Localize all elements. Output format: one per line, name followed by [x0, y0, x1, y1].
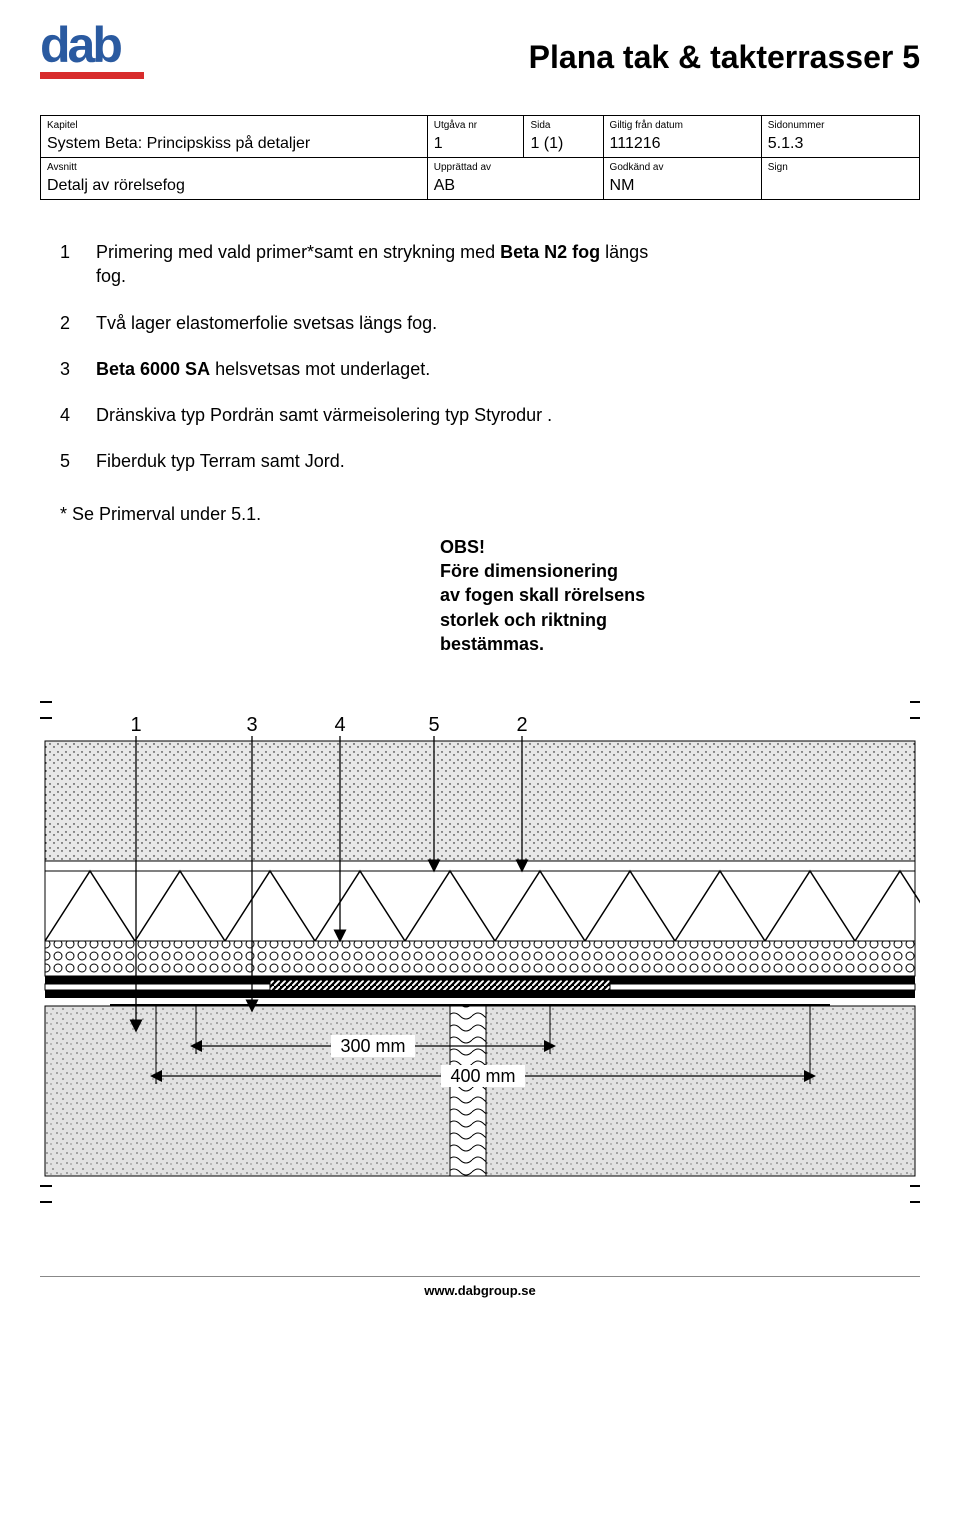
item-number: 4	[60, 403, 96, 427]
meta-value	[761, 175, 919, 200]
list-item: 4Dränskiva typ Pordrän samt värmeisoleri…	[60, 403, 900, 427]
meta-value: 5.1.3	[761, 133, 919, 158]
meta-label: Sida	[524, 116, 603, 134]
item-text: Beta 6000 SA helsvetsas mot underlaget.	[96, 357, 430, 381]
meta-value: 1	[427, 133, 524, 158]
obs-line: Före dimensionering	[440, 559, 900, 583]
footer-url: www.dabgroup.se	[40, 1276, 920, 1298]
list-item: 3Beta 6000 SA helsvetsas mot underlaget.	[60, 357, 900, 381]
item-number: 3	[60, 357, 96, 381]
meta-value: 1 (1)	[524, 133, 603, 158]
item-text: Fiberduk typ Terram samt Jord.	[96, 449, 345, 473]
cross-section-diagram: 1 3 4 5 2 300 mm 400 mm	[40, 686, 920, 1216]
meta-label: Godkänd av	[603, 158, 761, 176]
svg-text:5: 5	[428, 714, 439, 736]
obs-box: OBS! Före dimensionering av fogen skall …	[440, 535, 900, 656]
list-item: 5Fiberduk typ Terram samt Jord.	[60, 449, 900, 473]
meta-label: Avsnitt	[41, 158, 428, 176]
meta-label: Giltig från datum	[603, 116, 761, 134]
list-item: 1Primering med vald primer*samt en stryk…	[60, 240, 900, 289]
svg-text:3: 3	[246, 714, 257, 736]
item-text: Dränskiva typ Pordrän samt värmeisolerin…	[96, 403, 552, 427]
meta-label: Sidonummer	[761, 116, 919, 134]
svg-text:4: 4	[334, 714, 345, 736]
obs-line: bestämmas.	[440, 632, 900, 656]
svg-text:400 mm: 400 mm	[450, 1066, 515, 1086]
meta-value: System Beta: Principskiss på detaljer	[41, 133, 428, 158]
footnote: * Se Primerval under 5.1.	[60, 504, 900, 525]
logo: dab	[40, 20, 180, 95]
page-title: Plana tak & takterrasser 5	[529, 39, 920, 76]
svg-text:300 mm: 300 mm	[340, 1036, 405, 1056]
meta-label: Utgåva nr	[427, 116, 524, 134]
meta-label: Sign	[761, 158, 919, 176]
item-number: 2	[60, 311, 96, 335]
meta-table: Kapitel Utgåva nr Sida Giltig från datum…	[40, 115, 920, 200]
logo-text-svg: dab	[40, 20, 121, 73]
meta-value: 111216	[603, 133, 761, 158]
meta-label: Kapitel	[41, 116, 428, 134]
item-text: Två lager elastomerfolie svetsas längs f…	[96, 311, 437, 335]
list-item: 2Två lager elastomerfolie svetsas längs …	[60, 311, 900, 335]
header-row: dab Plana tak & takterrasser 5	[40, 20, 920, 95]
obs-line: av fogen skall rörelsens	[440, 583, 900, 607]
meta-value: NM	[603, 175, 761, 200]
item-number: 1	[60, 240, 96, 289]
obs-title: OBS!	[440, 535, 900, 559]
meta-value: Detalj av rörelsefog	[41, 175, 428, 200]
svg-text:2: 2	[516, 714, 527, 736]
meta-value: AB	[427, 175, 603, 200]
item-number: 5	[60, 449, 96, 473]
item-list: 1Primering med vald primer*samt en stryk…	[60, 240, 900, 474]
meta-label: Upprättad av	[427, 158, 603, 176]
obs-line: storlek och riktning	[440, 608, 900, 632]
content-block: 1Primering med vald primer*samt en stryk…	[40, 240, 920, 656]
svg-text:1: 1	[130, 714, 141, 736]
item-text: Primering med vald primer*samt en strykn…	[96, 240, 656, 289]
